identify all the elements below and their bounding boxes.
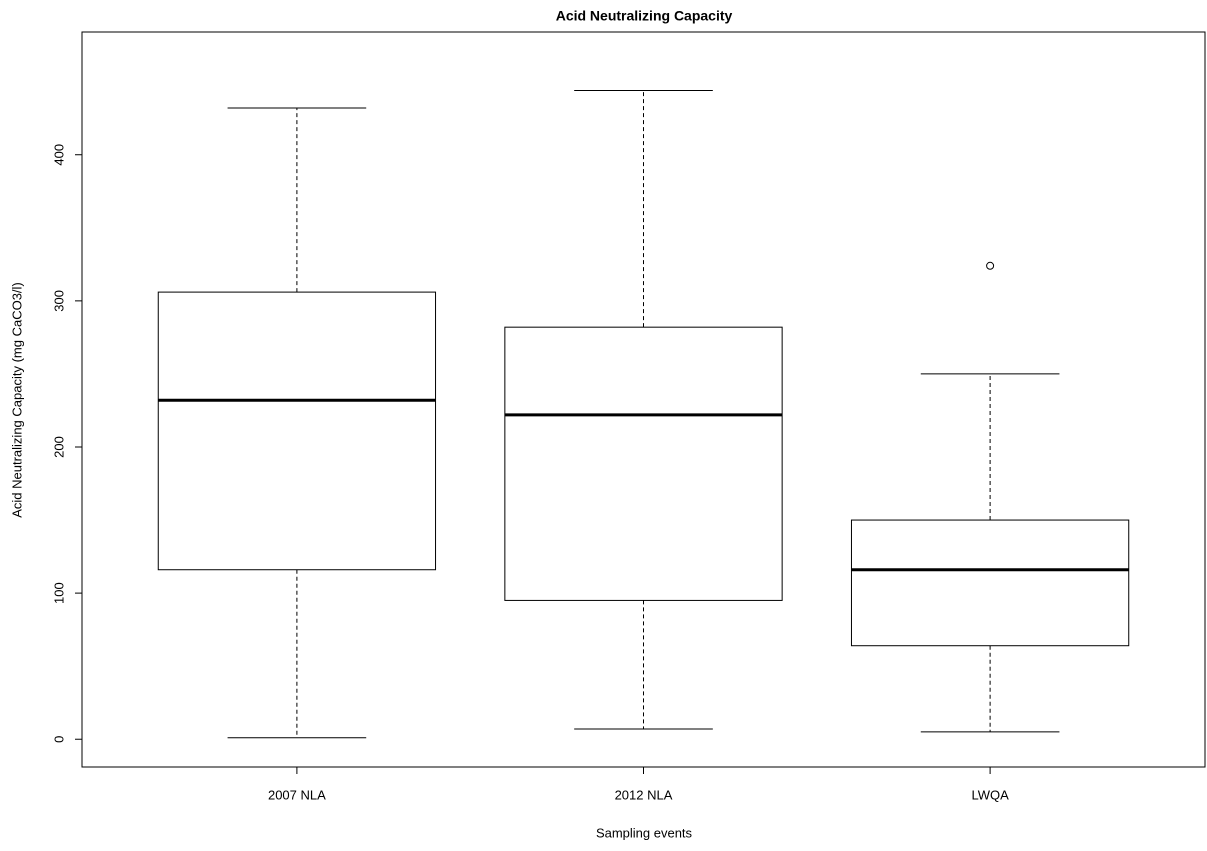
box bbox=[157, 291, 437, 571]
x-tick-label: 2012 NLA bbox=[615, 787, 673, 802]
x-tick-label: 2007 NLA bbox=[268, 787, 326, 802]
y-tick-label: 100 bbox=[51, 582, 66, 604]
box bbox=[504, 326, 783, 601]
chart-title: Acid Neutralizing Capacity bbox=[556, 8, 733, 24]
y-tick-label: 200 bbox=[51, 436, 66, 458]
outlier bbox=[986, 261, 995, 270]
y-tick-label: 0 bbox=[51, 736, 66, 743]
y-tick-label: 400 bbox=[51, 144, 66, 166]
x-tick-label: LWQA bbox=[971, 787, 1009, 802]
x-axis-label: Sampling events bbox=[596, 825, 693, 840]
y-tick-label: 300 bbox=[51, 290, 66, 312]
y-axis-label: Acid Neutralizing Capacity (mg CaCO3/l) bbox=[9, 282, 24, 518]
box bbox=[850, 519, 1130, 647]
